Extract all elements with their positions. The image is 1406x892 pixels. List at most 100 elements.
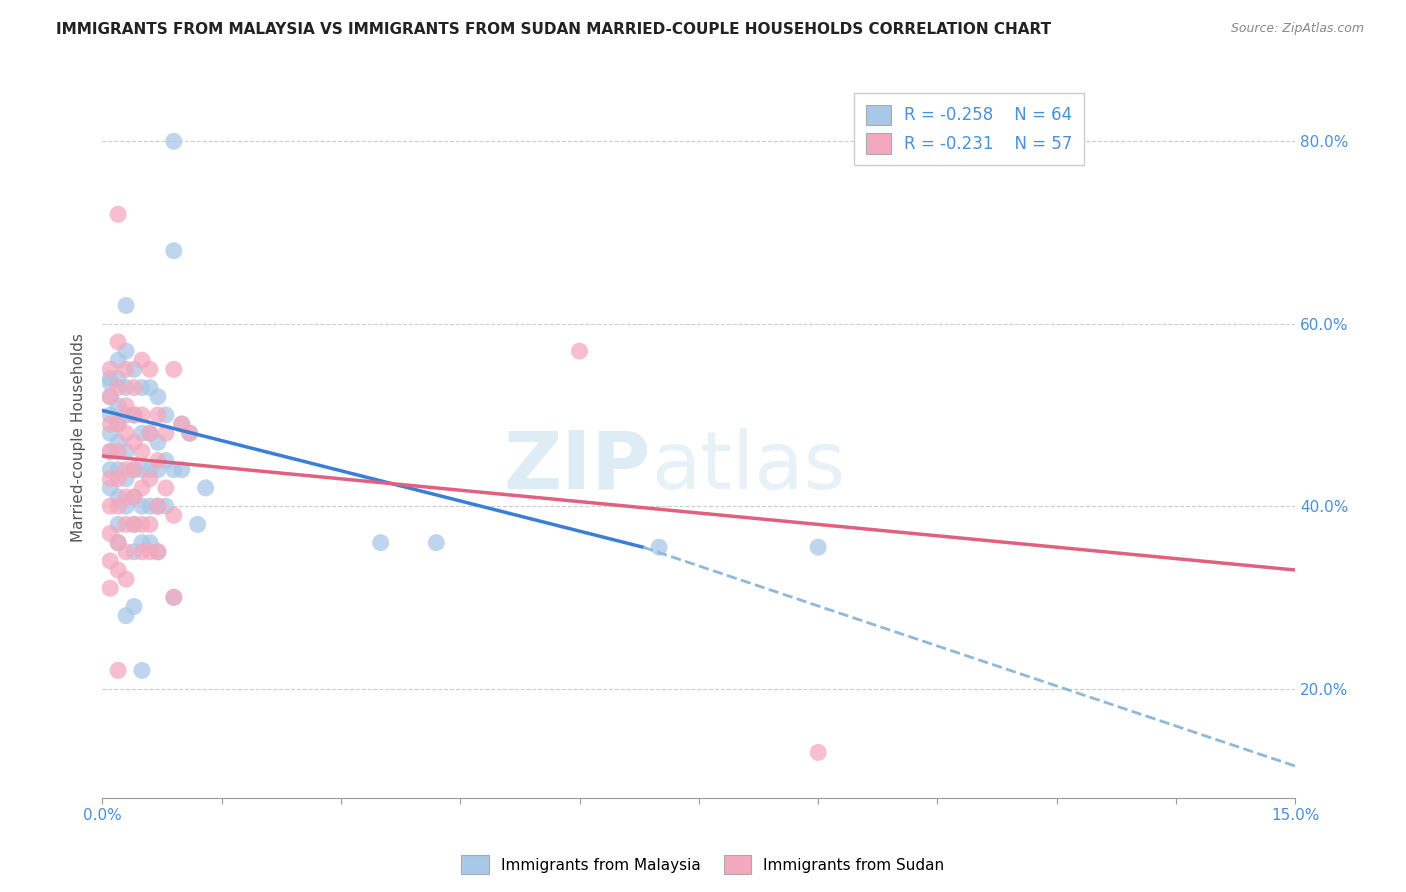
Point: [98, 481, 121, 495]
Point: [107, 535, 129, 549]
Point: [98, 408, 121, 422]
Point: [155, 426, 177, 441]
Point: [115, 463, 138, 477]
Point: [146, 408, 169, 422]
Point: [131, 535, 153, 549]
Point: [146, 545, 169, 559]
Point: [98, 463, 121, 477]
Point: [122, 545, 145, 559]
Point: [146, 545, 169, 559]
Point: [155, 453, 177, 467]
Point: [98, 554, 121, 568]
Point: [807, 746, 830, 760]
Point: [163, 134, 186, 148]
Point: [146, 499, 169, 513]
Point: [146, 435, 169, 450]
Point: [98, 444, 121, 458]
Point: [122, 490, 145, 504]
Point: [194, 481, 217, 495]
Point: [122, 517, 145, 532]
Point: [107, 499, 129, 513]
Point: [187, 517, 209, 532]
Point: [107, 371, 129, 385]
Point: [568, 344, 591, 359]
Point: [122, 362, 145, 376]
Point: [163, 362, 186, 376]
Point: [370, 535, 392, 549]
Point: [122, 599, 145, 614]
Point: [98, 371, 121, 385]
Point: [122, 408, 145, 422]
Point: [163, 463, 186, 477]
Point: [807, 540, 830, 554]
Point: [122, 517, 145, 532]
Point: [122, 435, 145, 450]
Point: [170, 417, 193, 431]
Legend: R = -0.258    N = 64, R = -0.231    N = 57: R = -0.258 N = 64, R = -0.231 N = 57: [855, 93, 1084, 165]
Point: [139, 499, 162, 513]
Point: [115, 444, 138, 458]
Point: [115, 381, 138, 395]
Point: [115, 344, 138, 359]
Point: [107, 399, 129, 413]
Point: [131, 517, 153, 532]
Point: [98, 362, 121, 376]
Point: [139, 535, 162, 549]
Text: ZIP: ZIP: [503, 427, 651, 506]
Point: [648, 540, 671, 554]
Point: [115, 426, 138, 441]
Point: [139, 472, 162, 486]
Point: [115, 298, 138, 312]
Point: [98, 426, 121, 441]
Point: [146, 453, 169, 467]
Point: [98, 499, 121, 513]
Point: [139, 545, 162, 559]
Point: [107, 563, 129, 577]
Point: [122, 463, 145, 477]
Point: [131, 664, 153, 678]
Y-axis label: Married-couple Households: Married-couple Households: [72, 334, 86, 542]
Point: [131, 353, 153, 368]
Point: [139, 463, 162, 477]
Point: [122, 408, 145, 422]
Point: [131, 426, 153, 441]
Point: [163, 591, 186, 605]
Point: [139, 426, 162, 441]
Point: [115, 572, 138, 586]
Point: [179, 426, 201, 441]
Point: [98, 376, 121, 390]
Point: [163, 244, 186, 258]
Point: [115, 608, 138, 623]
Point: [170, 417, 193, 431]
Point: [163, 591, 186, 605]
Point: [131, 463, 153, 477]
Point: [115, 517, 138, 532]
Point: [115, 399, 138, 413]
Point: [115, 362, 138, 376]
Point: [131, 381, 153, 395]
Point: [98, 472, 121, 486]
Point: [122, 381, 145, 395]
Point: [98, 390, 121, 404]
Point: [107, 664, 129, 678]
Point: [98, 417, 121, 431]
Point: [115, 545, 138, 559]
Point: [98, 444, 121, 458]
Point: [139, 426, 162, 441]
Point: [107, 490, 129, 504]
Point: [155, 408, 177, 422]
Point: [131, 545, 153, 559]
Point: [146, 463, 169, 477]
Point: [139, 517, 162, 532]
Point: [107, 444, 129, 458]
Text: Source: ZipAtlas.com: Source: ZipAtlas.com: [1230, 22, 1364, 36]
Text: IMMIGRANTS FROM MALAYSIA VS IMMIGRANTS FROM SUDAN MARRIED-COUPLE HOUSEHOLDS CORR: IMMIGRANTS FROM MALAYSIA VS IMMIGRANTS F…: [56, 22, 1052, 37]
Point: [115, 499, 138, 513]
Point: [115, 490, 138, 504]
Point: [107, 472, 129, 486]
Point: [107, 535, 129, 549]
Point: [107, 334, 129, 349]
Point: [131, 444, 153, 458]
Point: [98, 581, 121, 595]
Point: [122, 490, 145, 504]
